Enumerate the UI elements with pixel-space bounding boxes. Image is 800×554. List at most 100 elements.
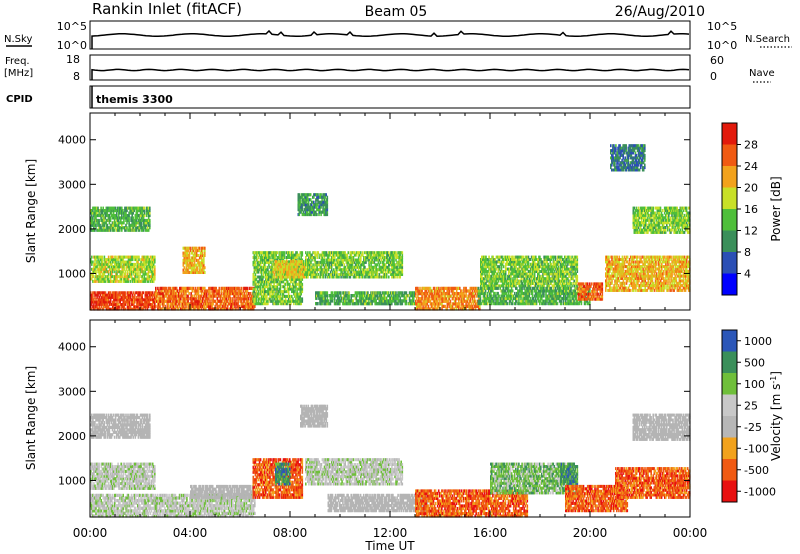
velocity-colorbar-tick: 100 xyxy=(744,378,765,391)
nsearch-tick-top: 10^5 xyxy=(707,20,737,33)
noise-strip: N.Sky 10^5 10^0 N.Search 10^5 10^0 xyxy=(4,20,792,52)
nsky-tick-top: 10^5 xyxy=(57,20,87,33)
power-echo-region xyxy=(610,144,646,172)
power-echo-region xyxy=(155,286,256,311)
power-colorbar-swatch xyxy=(722,273,737,295)
y-tick-label: 2000 xyxy=(58,223,86,236)
power-echo-region xyxy=(632,206,691,234)
nsearch-tick-bottom: 10^0 xyxy=(707,39,737,52)
velocity-colorbar-swatch xyxy=(722,480,737,502)
power-colorbar-swatch xyxy=(722,187,737,209)
velocity-colorbar-tick: -1000 xyxy=(744,485,776,498)
y-tick-label: 1000 xyxy=(58,267,86,280)
cpid-value: themis 3300 xyxy=(96,93,173,106)
nsearch-label: N.Search xyxy=(745,34,790,45)
nave-label: Nave xyxy=(749,68,775,79)
freq-tick-top: 18 xyxy=(66,53,80,66)
vel-echo-region xyxy=(415,489,529,518)
vel-echo-region xyxy=(305,458,404,486)
y-tick-label: 1000 xyxy=(58,474,86,487)
power-echo-layer xyxy=(90,144,691,311)
velocity-colorbar-tick: -100 xyxy=(744,442,769,455)
power-echo-region xyxy=(90,291,156,311)
x-tick-label: 00:00 xyxy=(73,526,108,540)
velocity-colorbar-swatch xyxy=(722,373,737,395)
vel-echo-region xyxy=(565,484,629,513)
y-tick-label: 3000 xyxy=(58,178,86,191)
vel-echo-region xyxy=(632,413,691,441)
power-colorbar-swatch xyxy=(722,166,737,188)
velocity-colorbar-label: Velocity [m s-1] xyxy=(769,371,783,461)
velocity-colorbar-swatch xyxy=(722,459,737,481)
freq-strip: Freq. [MHz] 18 8 Nave 60 0 xyxy=(4,53,775,83)
x-tick-label: 04:00 xyxy=(173,526,208,540)
power-colorbar-swatch xyxy=(722,144,737,166)
power-echo-region xyxy=(272,260,306,279)
velocity-panel: 1000 2000 3000 4000 Slant Range [km] xyxy=(24,319,691,518)
time-axis-labels: 00:00 04:00 08:00 12:00 16:00 20:00 00:00 xyxy=(73,526,708,540)
y-tick-label: 4000 xyxy=(58,341,86,354)
power-echo-region xyxy=(315,291,416,306)
power-y-axis: 1000 2000 3000 4000 xyxy=(58,134,690,280)
x-axis-title: Time UT xyxy=(364,539,415,553)
nsky-label: N.Sky xyxy=(4,34,32,45)
velocity-colorbar-swatch xyxy=(722,351,737,373)
x-tick-label: 16:00 xyxy=(473,526,508,540)
vel-echo-region xyxy=(327,493,429,513)
cpid-strip: CPID themis 3300 xyxy=(6,85,691,109)
velocity-colorbar-swatch xyxy=(722,437,737,459)
beam-title: Beam 05 xyxy=(365,4,428,20)
x-tick-label: 00:00 xyxy=(673,526,708,540)
velocity-echo-layer xyxy=(90,404,691,518)
power-colorbar-tick: 12 xyxy=(744,225,758,238)
power-ylabel: Slant Range [km] xyxy=(24,159,38,263)
power-colorbar-tick: 16 xyxy=(744,203,758,216)
y-tick-label: 4000 xyxy=(58,134,86,147)
velocity-colorbar-tick: -25 xyxy=(744,421,762,434)
power-colorbar-swatch xyxy=(722,123,737,145)
freq-tick-bottom: 8 xyxy=(73,70,80,83)
power-colorbar: 4 8 12 16 20 24 28 Power [dB] xyxy=(721,122,783,296)
cpid-label: CPID xyxy=(6,94,33,105)
power-echo-region xyxy=(297,193,329,217)
freq-unit: [MHz] xyxy=(4,68,33,79)
power-x-axis-ticks xyxy=(89,113,691,310)
power-echo-region xyxy=(305,251,404,279)
velocity-colorbar-tick: -500 xyxy=(744,464,769,477)
power-colorbar-swatch xyxy=(722,252,737,274)
power-echo-region xyxy=(415,286,481,311)
power-colorbar-tick: 4 xyxy=(744,268,751,281)
y-tick-label: 2000 xyxy=(58,430,86,443)
vel-echo-region xyxy=(560,462,579,486)
vel-echo-region xyxy=(90,413,151,439)
freq-label: Freq. xyxy=(5,56,30,67)
vel-echo-region xyxy=(90,462,156,490)
x-tick-label: 12:00 xyxy=(373,526,408,540)
vel-echo-region xyxy=(90,493,256,518)
power-colorbar-label: Power [dB] xyxy=(769,176,783,241)
power-panel: 1000 2000 3000 4000 Slant Range [km] xyxy=(24,112,691,311)
power-colorbar-swatch xyxy=(722,209,737,231)
vel-echo-region xyxy=(300,404,329,428)
power-colorbar-tick: 24 xyxy=(744,160,758,173)
velocity-colorbar-tick: 1000 xyxy=(744,335,772,348)
power-echo-region xyxy=(90,206,151,232)
power-echo-region xyxy=(90,255,156,283)
y-tick-label: 3000 xyxy=(58,385,86,398)
nsky-tick-bottom: 10^0 xyxy=(57,39,87,52)
station-title: Rankin Inlet (fitACF) xyxy=(92,0,242,18)
noise-trace xyxy=(91,29,690,49)
velocity-colorbar-swatch xyxy=(722,330,737,352)
velocity-ylabel: Slant Range [km] xyxy=(24,366,38,470)
power-colorbar-swatch xyxy=(722,230,737,252)
power-echo-region xyxy=(605,255,691,292)
vel-echo-region xyxy=(275,462,291,486)
velocity-colorbar-tick: 25 xyxy=(744,399,758,412)
power-echo-region xyxy=(577,282,604,301)
velocity-y-axis: 1000 2000 3000 4000 xyxy=(58,341,690,487)
velocity-colorbar: 1000 500 100 25 -25 -100 -500 -1000 Velocity [m… xyxy=(721,329,783,503)
velocity-colorbar-tick: 500 xyxy=(744,356,765,369)
vel-echo-region xyxy=(190,484,254,499)
velocity-colorbar-swatch xyxy=(722,394,737,416)
power-colorbar-tick: 28 xyxy=(744,139,758,152)
